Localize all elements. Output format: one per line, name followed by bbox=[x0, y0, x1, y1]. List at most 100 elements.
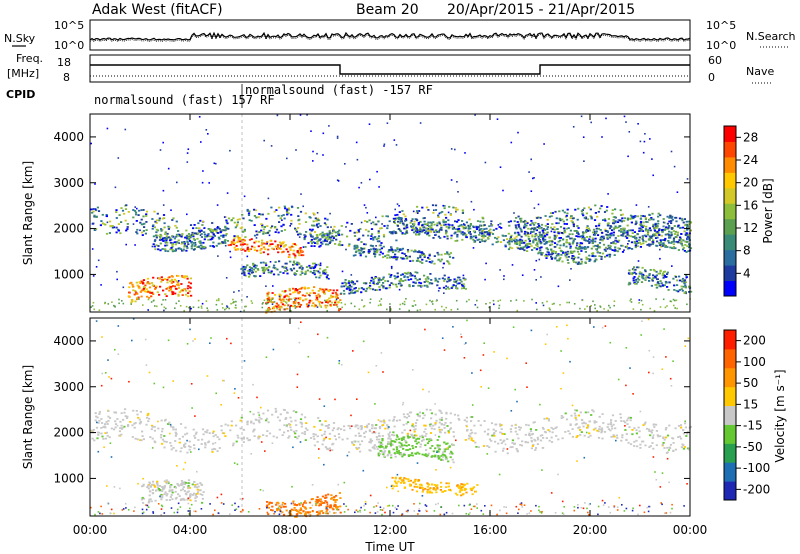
echo-cell bbox=[580, 418, 584, 421]
echo-cell bbox=[334, 291, 337, 294]
echo-cell bbox=[456, 220, 459, 223]
echo-cell bbox=[238, 290, 240, 292]
echo-cell bbox=[485, 262, 487, 265]
echo-cell bbox=[569, 237, 572, 240]
echo-cell bbox=[412, 224, 416, 227]
echo-cell bbox=[686, 241, 689, 243]
echo-cell bbox=[675, 216, 678, 219]
echo-cell bbox=[606, 247, 609, 250]
echo-cell bbox=[681, 279, 684, 282]
echo-cell bbox=[610, 435, 613, 438]
echo-cell bbox=[167, 228, 170, 230]
echo-cell bbox=[262, 272, 265, 274]
echo-cell bbox=[533, 223, 536, 226]
echo-cell bbox=[190, 307, 192, 310]
echo-cell bbox=[484, 239, 487, 242]
nsearch-tick-bottom: 10^0 bbox=[706, 39, 736, 52]
echo-cell bbox=[396, 452, 399, 454]
echo-cell bbox=[120, 207, 123, 209]
echo-cell bbox=[522, 220, 525, 223]
echo-cell bbox=[105, 215, 108, 218]
echo-cell bbox=[344, 284, 348, 286]
echo-cell bbox=[267, 271, 270, 274]
echo-cell bbox=[192, 248, 196, 251]
echo-cell bbox=[440, 258, 443, 261]
echo-cell bbox=[386, 257, 389, 259]
echo-cell bbox=[453, 280, 456, 283]
echo-cell bbox=[211, 451, 214, 453]
echo-cell bbox=[571, 435, 574, 438]
echo-cell bbox=[645, 229, 648, 232]
echo-cell bbox=[171, 243, 174, 245]
echo-cell bbox=[168, 289, 171, 292]
echo-cell bbox=[386, 224, 389, 227]
echo-cell bbox=[403, 477, 406, 479]
echo-cell bbox=[131, 300, 134, 303]
echo-cell bbox=[160, 303, 163, 306]
echo-cell bbox=[566, 259, 569, 261]
echo-cell bbox=[244, 236, 247, 238]
echo-cell bbox=[424, 487, 427, 490]
echo-cell bbox=[635, 429, 638, 432]
echo-cell bbox=[176, 283, 179, 286]
echo-cell bbox=[657, 435, 660, 438]
echo-cell bbox=[394, 277, 397, 280]
echo-cell bbox=[172, 447, 175, 449]
echo-cell bbox=[259, 261, 263, 264]
echo-cell bbox=[648, 214, 651, 216]
echo-cell bbox=[659, 214, 662, 217]
echo-cell bbox=[404, 220, 407, 222]
echo-cell bbox=[382, 447, 385, 450]
echo-cell bbox=[326, 309, 328, 312]
colorbar-swatch bbox=[724, 249, 736, 266]
echo-cell bbox=[640, 299, 643, 302]
echo-cell bbox=[218, 447, 221, 449]
echo-cell bbox=[414, 422, 418, 424]
echo-cell bbox=[257, 411, 260, 414]
echo-cell bbox=[253, 265, 256, 268]
echo-cell bbox=[678, 239, 681, 241]
echo-cell bbox=[566, 250, 569, 253]
echo-cell bbox=[151, 218, 154, 220]
echo-cell bbox=[638, 272, 641, 275]
echo-cell bbox=[147, 412, 150, 415]
echo-cell bbox=[406, 255, 409, 258]
echo-cell bbox=[200, 229, 203, 232]
echo-cell bbox=[431, 445, 434, 447]
echo-cell bbox=[279, 294, 282, 297]
echo-cell bbox=[579, 307, 581, 310]
echo-cell bbox=[576, 231, 579, 233]
echo-cell bbox=[161, 228, 164, 231]
echo-cell bbox=[359, 252, 362, 255]
echo-cell bbox=[324, 237, 327, 240]
echo-cell bbox=[317, 417, 320, 419]
echo-cell bbox=[680, 426, 683, 429]
echo-cell bbox=[526, 222, 529, 224]
echo-cell bbox=[412, 426, 415, 428]
echo-cell bbox=[129, 421, 132, 423]
echo-cell bbox=[268, 308, 272, 311]
echo-cell bbox=[250, 269, 253, 272]
echo-cell bbox=[286, 157, 288, 160]
echo-cell bbox=[605, 117, 607, 120]
echo-cell bbox=[504, 245, 507, 248]
echo-cell bbox=[412, 284, 415, 287]
echo-cell bbox=[426, 284, 429, 287]
echo-cell bbox=[335, 238, 338, 241]
echo-cell bbox=[479, 220, 482, 223]
echo-cell bbox=[412, 227, 415, 229]
echo-cell bbox=[319, 267, 322, 270]
echo-cell bbox=[392, 283, 395, 286]
echo-cell bbox=[559, 226, 563, 228]
echo-cell bbox=[383, 225, 386, 227]
echo-cell bbox=[496, 118, 499, 120]
echo-cell bbox=[175, 449, 178, 452]
echo-cell bbox=[242, 441, 245, 443]
echo-cell bbox=[481, 216, 484, 219]
echo-cell bbox=[211, 231, 214, 234]
echo-cell bbox=[445, 482, 448, 485]
y-tick-label: 2000 bbox=[53, 222, 84, 236]
echo-cell bbox=[203, 233, 206, 236]
echo-cell bbox=[185, 293, 188, 296]
echo-cell bbox=[652, 223, 655, 226]
